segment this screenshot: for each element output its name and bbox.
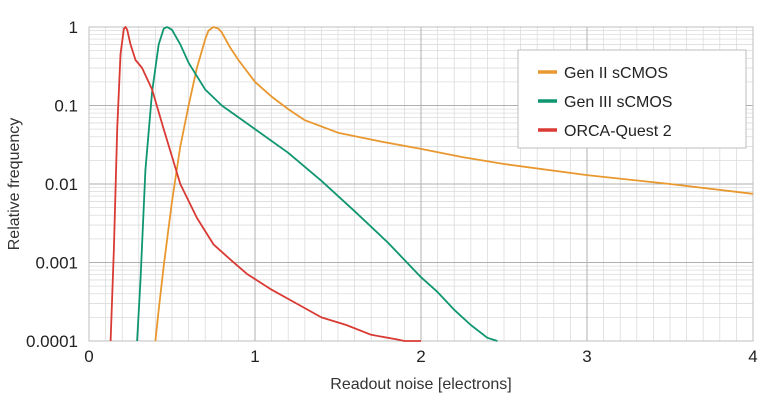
y-axis-title: Relative frequency bbox=[6, 118, 23, 251]
y-tick-label: 0.1 bbox=[54, 97, 78, 116]
legend-label: Gen II sCMOS bbox=[564, 65, 668, 82]
x-tick-label: 2 bbox=[416, 347, 425, 366]
y-tick-label: 0.01 bbox=[45, 175, 78, 194]
series-line-gen-iii-scmos bbox=[136, 26, 498, 342]
y-tick-label: 0.001 bbox=[35, 254, 78, 273]
x-tick-labels: 0 1 2 3 4 bbox=[84, 347, 757, 366]
x-tick-label: 3 bbox=[582, 347, 591, 366]
y-tick-label: 0.0001 bbox=[26, 332, 78, 351]
x-tick-label: 4 bbox=[748, 347, 757, 366]
legend: Gen II sCMOS Gen III sCMOS ORCA-Quest 2 bbox=[517, 49, 747, 149]
y-tick-labels: 0.0001 0.001 0.01 0.1 1 bbox=[26, 18, 78, 351]
series-layer bbox=[109, 26, 754, 342]
series-line-orca-quest-2 bbox=[109, 26, 421, 342]
x-tick-label: 0 bbox=[84, 347, 93, 366]
x-axis-title: Readout noise [electrons] bbox=[330, 376, 511, 393]
series-line-gen-ii-scmos bbox=[154, 26, 754, 342]
legend-label: ORCA-Quest 2 bbox=[564, 123, 672, 140]
y-tick-label: 1 bbox=[69, 18, 78, 37]
x-tick-label: 1 bbox=[250, 347, 259, 366]
legend-label: Gen III sCMOS bbox=[564, 94, 672, 111]
